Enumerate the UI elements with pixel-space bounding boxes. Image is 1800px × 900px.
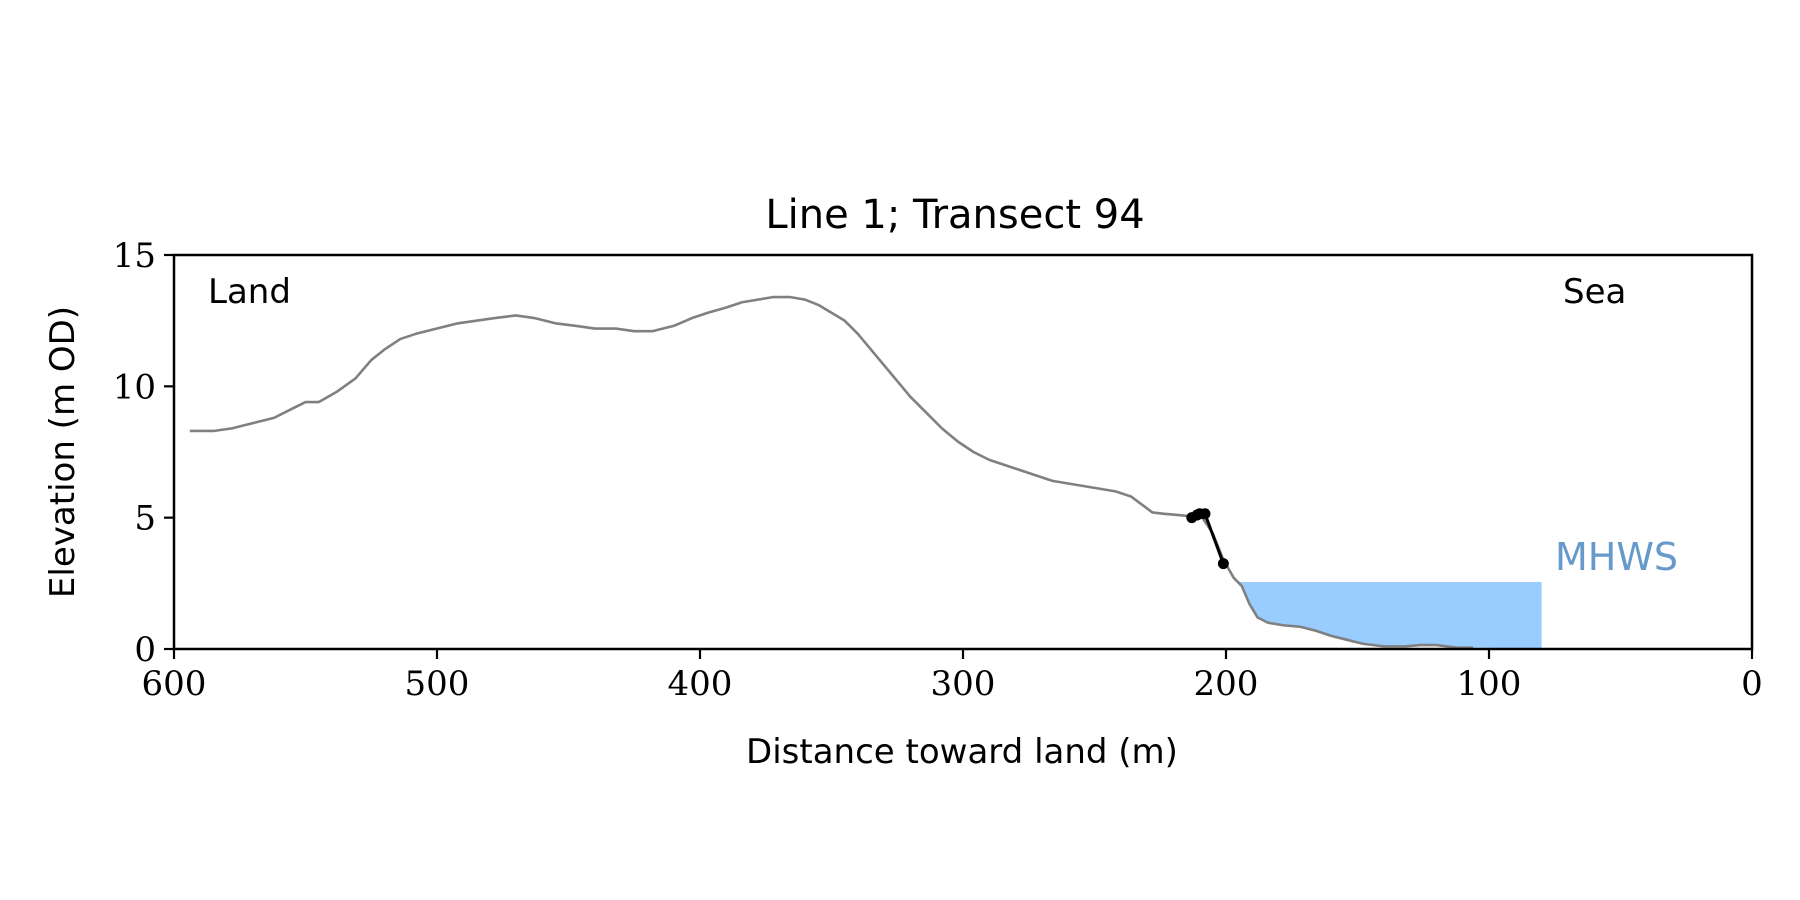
y-axis: 0 5 10 15 (113, 236, 174, 670)
y-tick-label: 5 (134, 499, 156, 539)
x-tick-label: 400 (668, 664, 733, 704)
land-annotation: Land (208, 272, 291, 312)
x-tick-label: 200 (1194, 664, 1259, 704)
plot-area (189, 295, 1542, 649)
y-tick-label: 0 (134, 630, 156, 670)
sea-annotation: Sea (1563, 272, 1626, 312)
profile-line (189, 295, 1474, 649)
highlight-point (1217, 558, 1229, 570)
x-tick-label: 100 (1457, 664, 1522, 704)
x-tick-label: 300 (931, 664, 996, 704)
y-tick-label: 10 (113, 367, 156, 407)
chart-title: Line 1; Transect 94 (765, 192, 1144, 238)
y-tick-label: 15 (113, 236, 156, 276)
x-tick-label: 600 (142, 664, 207, 704)
highlight-point (1199, 508, 1211, 520)
x-tick-label: 500 (405, 664, 470, 704)
x-axis-label: Distance toward land (m) (746, 732, 1178, 772)
x-axis: 600 500 400 300 200 100 0 (142, 649, 1763, 704)
mhws-region (1239, 582, 1542, 649)
y-axis-label: Elevation (m OD) (43, 306, 83, 598)
x-tick-label: 0 (1741, 664, 1763, 704)
mhws-label: MHWS (1555, 535, 1678, 579)
